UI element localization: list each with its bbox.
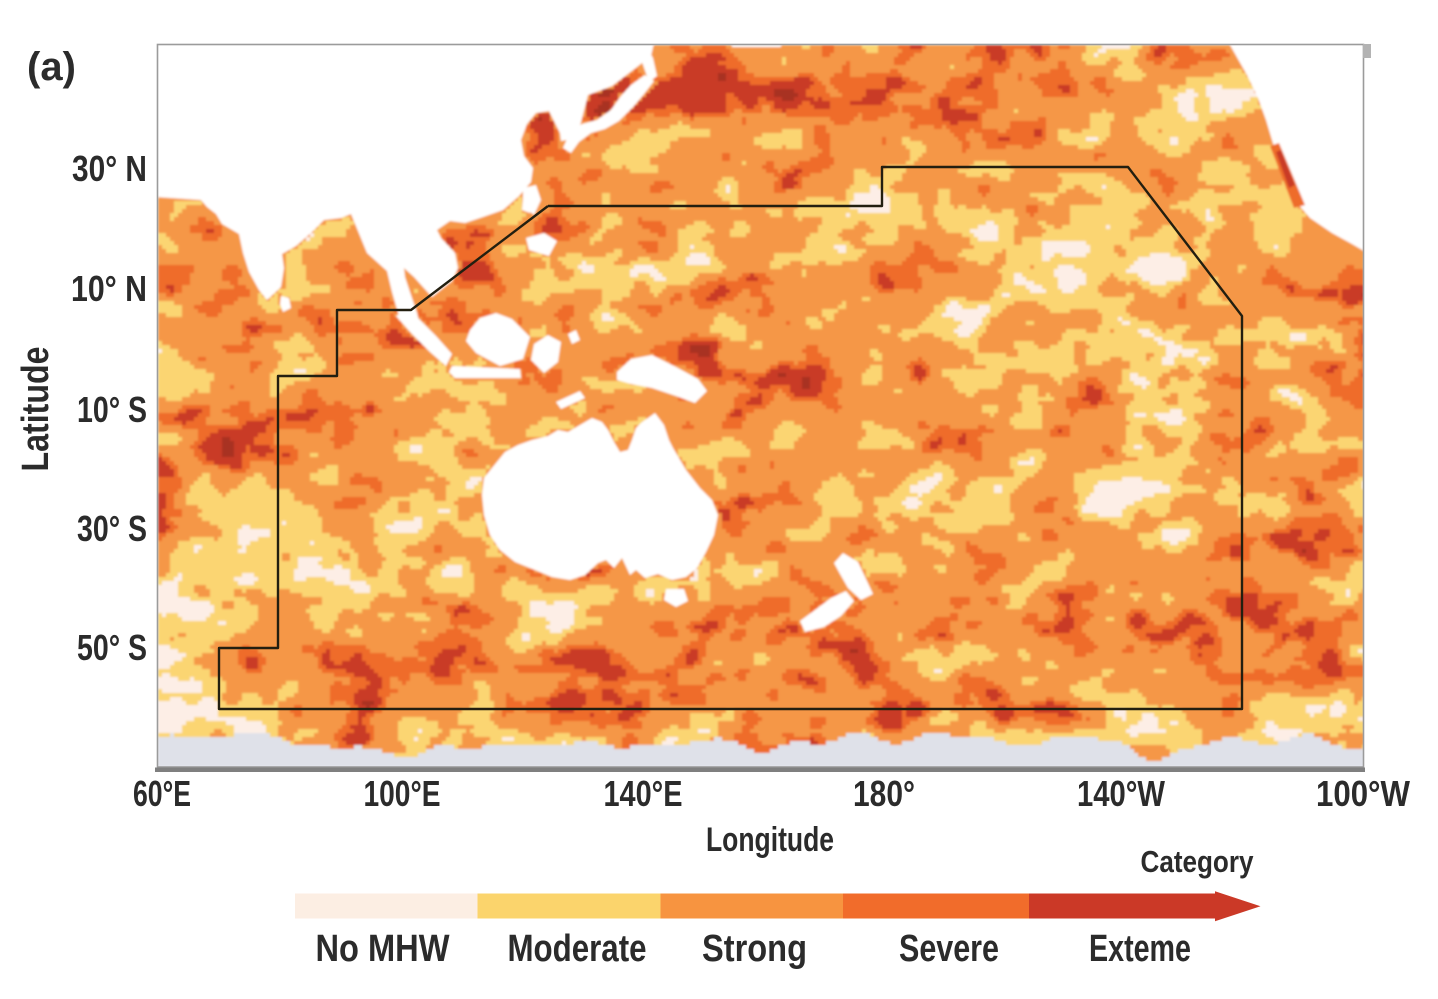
- svg-text:60°E: 60°E: [133, 773, 191, 814]
- svg-text:30° S: 30° S: [77, 508, 147, 549]
- svg-text:140°W: 140°W: [1077, 773, 1165, 814]
- svg-text:10° N: 10° N: [71, 268, 147, 309]
- svg-text:No MHW: No MHW: [316, 928, 450, 970]
- svg-text:100°W: 100°W: [1316, 773, 1410, 814]
- svg-text:Exteme: Exteme: [1089, 928, 1191, 970]
- svg-text:30° N: 30° N: [72, 148, 147, 189]
- svg-text:Category: Category: [1141, 844, 1255, 879]
- svg-text:100°E: 100°E: [364, 773, 441, 814]
- svg-text:Latitude: Latitude: [15, 347, 57, 472]
- svg-text:Strong: Strong: [702, 928, 807, 970]
- svg-text:180°: 180°: [853, 773, 915, 814]
- svg-text:Moderate: Moderate: [508, 928, 647, 970]
- svg-text:Longitude: Longitude: [706, 821, 834, 859]
- svg-text:140°E: 140°E: [604, 773, 683, 814]
- svg-text:(a): (a): [27, 45, 76, 89]
- svg-text:Severe: Severe: [899, 928, 999, 970]
- svg-text:50° S: 50° S: [77, 627, 147, 668]
- svg-text:10° S: 10° S: [77, 389, 147, 430]
